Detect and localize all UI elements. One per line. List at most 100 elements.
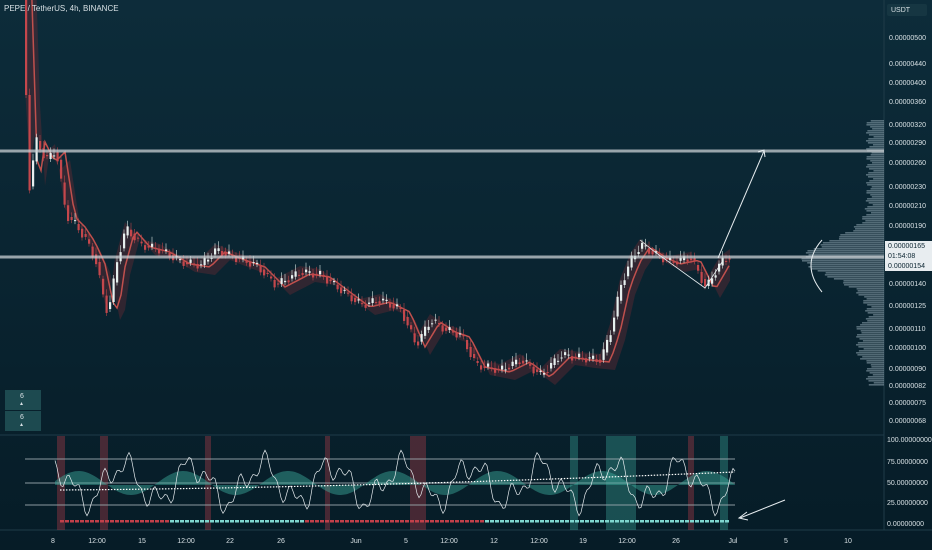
candle <box>105 295 108 313</box>
state-dot <box>75 520 79 523</box>
candle <box>697 265 700 271</box>
profile-bar <box>808 266 884 268</box>
state-dot <box>525 520 529 523</box>
profile-bar <box>865 310 884 312</box>
candle <box>322 274 325 277</box>
candle <box>452 331 455 333</box>
candle <box>476 361 479 364</box>
currency-box[interactable] <box>887 4 927 16</box>
price-label: 0.00000100 <box>889 345 926 352</box>
candle <box>455 332 458 338</box>
candle <box>287 280 290 283</box>
price-label: 0.00000500 <box>889 35 926 42</box>
state-dot <box>630 520 634 523</box>
candle <box>109 302 112 309</box>
profile-bar <box>865 220 884 222</box>
pointer-arrow-head <box>737 511 749 521</box>
candle <box>494 368 497 373</box>
candle <box>431 323 434 325</box>
price-label: 0.00000290 <box>889 140 926 147</box>
candle <box>588 357 591 359</box>
profile-bar <box>862 218 884 220</box>
profile-bar <box>807 250 884 252</box>
state-dot <box>165 520 169 523</box>
profile-bar <box>866 190 884 192</box>
candle <box>525 360 528 362</box>
profile-bar <box>866 368 884 370</box>
candle <box>721 257 724 266</box>
candle <box>273 280 276 288</box>
candle <box>539 370 542 372</box>
arrow-head <box>757 149 766 158</box>
price-label: 0.00000320 <box>889 122 926 129</box>
profile-bar <box>868 172 884 174</box>
candle <box>203 257 206 265</box>
candles <box>25 0 731 385</box>
time-label: 10 <box>844 538 852 545</box>
candle <box>270 276 273 279</box>
profile-bar <box>844 284 884 286</box>
candle <box>613 317 616 332</box>
state-dot <box>190 520 194 523</box>
profile-bar <box>866 192 884 194</box>
price-label: 0.00000090 <box>889 366 926 373</box>
candle <box>53 155 56 157</box>
candle <box>567 354 570 356</box>
state-dot <box>390 520 394 523</box>
state-dot <box>645 520 649 523</box>
state-dot <box>70 520 74 523</box>
time-label: 12:00 <box>530 538 548 545</box>
candle <box>368 302 371 304</box>
candle <box>651 250 654 255</box>
state-dot <box>340 520 344 523</box>
profile-bar <box>873 382 884 384</box>
state-dot <box>540 520 544 523</box>
state-dot <box>235 520 239 523</box>
state-dot <box>490 520 494 523</box>
state-dot <box>585 520 589 523</box>
candle <box>347 292 350 294</box>
candle <box>497 368 500 370</box>
state-dot <box>470 520 474 523</box>
candle <box>235 256 238 262</box>
state-dot <box>305 520 309 523</box>
state-dot <box>495 520 499 523</box>
profile-bar <box>822 242 884 244</box>
candle <box>315 273 318 276</box>
time-label: 5 <box>784 538 788 545</box>
widget-box[interactable] <box>5 411 41 431</box>
price-label: 0.00000190 <box>889 223 926 230</box>
candle <box>228 251 231 254</box>
state-dot <box>95 520 99 523</box>
state-dot <box>105 520 109 523</box>
candle <box>438 323 441 324</box>
profile-bar <box>867 376 884 378</box>
candle <box>714 275 717 278</box>
candle <box>39 141 42 150</box>
widget-box[interactable] <box>5 390 41 410</box>
state-dot <box>550 520 554 523</box>
candle <box>137 237 140 239</box>
price-label: 0.00000082 <box>889 383 926 390</box>
candle <box>508 367 511 370</box>
state-dot <box>530 520 534 523</box>
state-dot <box>295 520 299 523</box>
profile-bar <box>862 340 884 342</box>
profile-bar <box>862 322 884 324</box>
state-dot <box>505 520 509 523</box>
state-dot <box>405 520 409 523</box>
price-label: 0.00000140 <box>889 281 926 288</box>
candle <box>301 273 304 276</box>
candle <box>179 259 182 261</box>
candle <box>266 273 269 274</box>
candle <box>623 280 626 285</box>
candle <box>46 155 49 157</box>
candle <box>245 260 248 263</box>
candle <box>340 287 343 294</box>
profile-bar <box>820 244 884 246</box>
state-dot <box>60 520 64 523</box>
profile-bar <box>870 126 884 128</box>
profile-bar <box>825 272 884 274</box>
state-dot <box>210 520 214 523</box>
